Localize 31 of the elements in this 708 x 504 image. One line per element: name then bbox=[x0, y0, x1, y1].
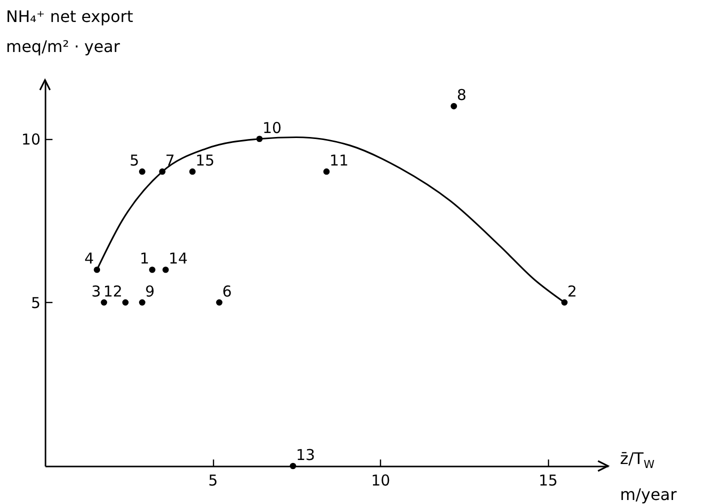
point bbox=[450, 103, 458, 110]
annotation: 2 bbox=[567, 282, 577, 300]
annotation: 5 bbox=[130, 152, 140, 170]
annotation: 3 bbox=[91, 282, 101, 300]
annotation: 12 bbox=[103, 282, 122, 300]
annotation: 14 bbox=[168, 250, 188, 268]
point bbox=[216, 299, 222, 306]
annotation: 15 bbox=[195, 152, 215, 170]
point bbox=[149, 266, 156, 273]
annotation: 7 bbox=[165, 152, 175, 170]
annotation: 6 bbox=[222, 282, 232, 300]
point bbox=[100, 299, 108, 306]
x-tick-label: 15 bbox=[538, 472, 558, 490]
x-tick-label: 5 bbox=[208, 472, 218, 490]
x-tick-label: 10 bbox=[371, 472, 390, 490]
point bbox=[290, 462, 296, 470]
annotation: 1 bbox=[140, 250, 150, 268]
annotation: 10 bbox=[262, 118, 282, 137]
point bbox=[122, 299, 129, 306]
annotation: 4 bbox=[84, 250, 94, 268]
y-axis-title: NH₄⁺ net export meq/m² · year bbox=[6, 6, 134, 58]
annotation: 9 bbox=[145, 282, 155, 300]
point bbox=[162, 266, 169, 273]
text: z̄/T$_{W}$ m/year bbox=[620, 449, 677, 504]
annotation: 11 bbox=[330, 152, 349, 170]
point bbox=[139, 299, 146, 306]
point bbox=[139, 168, 146, 175]
annotation: 13 bbox=[296, 446, 316, 464]
point bbox=[323, 168, 330, 175]
annotation: 8 bbox=[456, 86, 466, 104]
point bbox=[189, 168, 196, 175]
